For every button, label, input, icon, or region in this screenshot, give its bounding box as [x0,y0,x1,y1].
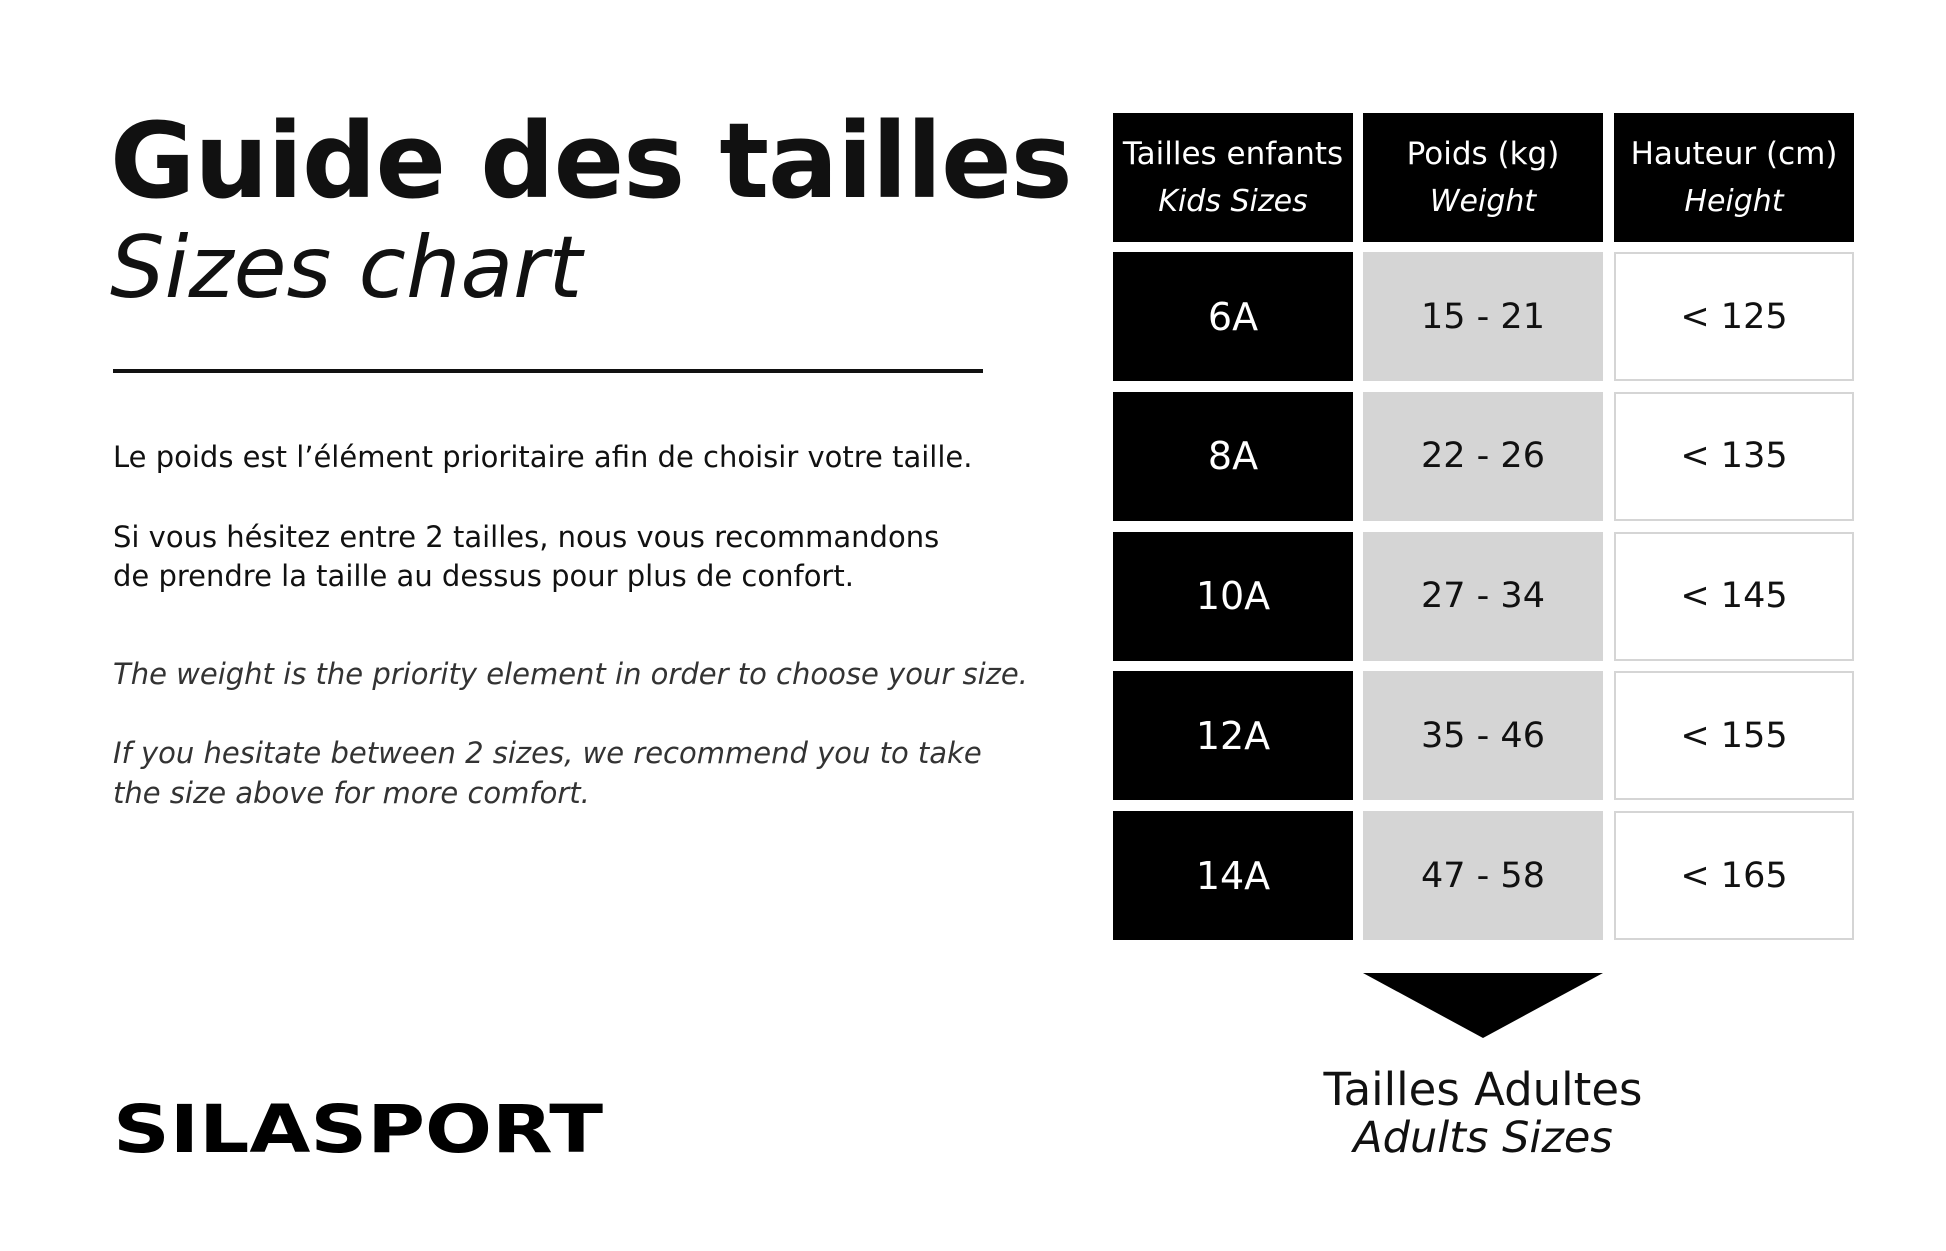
logo: SILASPORT [113,1098,603,1158]
cell-text: 27 - 34 [1421,576,1545,617]
cell-text: 8A [1207,434,1259,479]
cell-text: 10A [1195,574,1271,619]
header-en: Weight [1429,184,1537,219]
table-cell: < 125 [1614,252,1854,381]
note-fr: Le poids est l’élément prioritaire afin … [113,440,973,474]
table-cell: 6A [1113,252,1353,381]
adult-sizes-fr: Tailles Adultes [1323,1063,1643,1116]
column-header: Tailles enfants Kids Sizes [1113,113,1353,242]
note-en: If you hesitate between 2 sizes, we reco… [113,736,982,770]
arrow [1363,973,1603,1038]
cell-text: 14A [1195,853,1271,898]
table-cell: 14A [1113,811,1353,941]
header-en: Height [1684,184,1784,219]
cell-text: 22 - 26 [1421,436,1545,477]
column-header: Poids (kg) Weight [1363,113,1603,242]
cell-text: < 155 [1680,715,1788,756]
note-en: the size above for more comfort. [113,776,590,810]
header-fr: Tailles enfants [1122,136,1344,172]
cell-text: 47 - 58 [1421,855,1545,896]
header-en: Kids Sizes [1158,184,1308,219]
note-fr: de prendre la taille au dessus pour plus… [113,559,854,593]
header-fr: Poids (kg) [1406,136,1560,172]
table-cell: < 155 [1614,671,1854,801]
table-cell: 10A [1113,531,1353,661]
subtitle: Sizes chart [110,218,583,318]
adult-sizes-en: Adults Sizes [1353,1113,1613,1163]
title: Guide des tailles [110,100,1073,222]
note-fr: Si vous hésitez entre 2 tailles, nous vo… [113,520,940,554]
note-en: The weight is the priority element in or… [113,657,1028,691]
table-cell: < 145 [1614,531,1854,661]
cell-text: 35 - 46 [1421,715,1545,756]
cell-text: < 135 [1680,436,1788,477]
cell-text: 6A [1207,294,1259,339]
table-cell: 47 - 58 [1363,811,1603,941]
table-cell: 27 - 34 [1363,531,1603,661]
cell-text: < 145 [1680,576,1788,617]
arrow-shape [1363,973,1603,1038]
table-cell: < 135 [1614,391,1854,521]
table-cell: 22 - 26 [1363,391,1603,521]
table-cell: < 165 [1614,811,1854,941]
cell-text: < 165 [1680,855,1788,896]
table-cell: 12A [1113,671,1353,801]
header-fr: Hauteur (cm) [1630,136,1838,172]
cell-text: 12A [1195,713,1271,758]
table-cell: 35 - 46 [1363,671,1603,801]
cell-text: < 125 [1680,296,1788,337]
logo-text: SILASPORT [113,1098,603,1158]
column-header: Hauteur (cm) Height [1614,113,1854,242]
cell-text: 15 - 21 [1421,296,1545,337]
table-cell: 8A [1113,391,1353,521]
divider [113,369,983,373]
table-cell: 15 - 21 [1363,252,1603,381]
